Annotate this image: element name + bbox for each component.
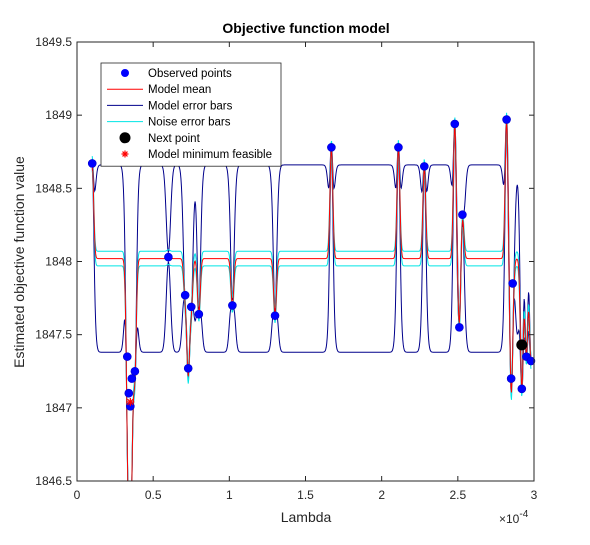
observed-point	[180, 290, 190, 300]
y-tick-label: 1848	[45, 255, 72, 269]
observed-point	[228, 301, 237, 310]
x-tick-label: 0.5	[145, 488, 162, 502]
legend-observed-dot-icon	[121, 69, 129, 77]
observed-point	[526, 356, 536, 366]
legend-label: Model mean	[148, 84, 211, 96]
y-tick-label: 1847	[45, 401, 72, 415]
next-point-marker	[516, 339, 528, 351]
y-tick-label: 1849	[45, 108, 72, 122]
observed-point	[270, 311, 280, 320]
noise-error-lower-line	[91, 127, 532, 481]
observed-point	[164, 252, 173, 262]
legend: Observed points Model mean Model error bar…	[100, 62, 282, 167]
observed-point	[127, 374, 137, 383]
legend-next-point-icon	[119, 132, 131, 144]
observed-point	[394, 143, 403, 152]
observed-point	[327, 143, 336, 152]
x-tick-label: 2.5	[449, 488, 466, 502]
y-tick-label: 1849.5	[35, 35, 72, 49]
legend-item: Model error bars	[107, 100, 233, 112]
legend-label: Model error bars	[148, 100, 233, 112]
x-axis-exponent: ×10-4	[499, 509, 529, 526]
model-error-upper-line	[91, 115, 532, 481]
legend-box	[100, 62, 282, 167]
observed-point	[458, 210, 467, 219]
observed-point	[506, 374, 516, 383]
plot-area	[87, 112, 536, 481]
model-minimum-feasible-marker	[126, 397, 135, 406]
x-tick-label: 1.5	[297, 488, 314, 502]
y-axis-label: Estimated objective function value	[11, 156, 27, 368]
legend-item: Model minimum feasible	[121, 149, 272, 161]
observed-point	[122, 352, 132, 361]
model-mean-line	[91, 120, 532, 481]
observed-point	[124, 388, 134, 398]
legend-item: Noise error bars	[107, 117, 231, 129]
observed-point	[186, 302, 196, 312]
observed-point	[517, 384, 527, 394]
model-minimum-feasible-marker-d2	[127, 398, 134, 406]
y-tick-label: 1847.5	[35, 328, 72, 342]
x-axis-exponent-power: -4	[519, 509, 528, 520]
x-axis-exponent-base: ×10	[499, 512, 520, 526]
y-tick-label: 1846.5	[35, 474, 72, 488]
observed-point	[87, 159, 97, 168]
legend-item: Observed points	[121, 68, 232, 80]
x-axis-label: Lambda	[281, 509, 332, 525]
legend-star-icon	[121, 150, 129, 158]
chart-title: Objective function model	[222, 20, 389, 36]
observed-point	[455, 323, 464, 332]
observed-point	[130, 366, 140, 376]
model-error-lower-line	[91, 124, 532, 481]
noise-error-upper-line	[91, 112, 532, 481]
observed-point	[194, 309, 204, 319]
x-tick-label: 2	[378, 488, 385, 502]
y-tick-label: 1848.5	[35, 181, 72, 195]
legend-item: Next point	[119, 132, 201, 145]
legend-label: Noise error bars	[148, 117, 231, 129]
x-tick-label: 3	[531, 488, 538, 502]
legend-label: Next point	[148, 133, 201, 145]
x-tick-label: 1	[226, 488, 233, 502]
observed-point	[450, 119, 460, 129]
legend-item: Model mean	[107, 84, 211, 96]
series-group	[91, 112, 532, 481]
legend-label: Observed points	[148, 68, 232, 80]
observed-point	[502, 115, 511, 124]
x-tick-label: 0	[74, 488, 81, 502]
observed-point	[508, 279, 517, 288]
legend-label: Model minimum feasible	[148, 149, 272, 161]
axes: 0 0.5 1 1.5 2 2.5 3 1846.5 1847 1847.5 1848 1848.5 1…	[35, 35, 537, 502]
observed-point	[420, 162, 429, 171]
legend-star-icon-d2	[122, 151, 128, 157]
observed-point	[183, 364, 193, 373]
